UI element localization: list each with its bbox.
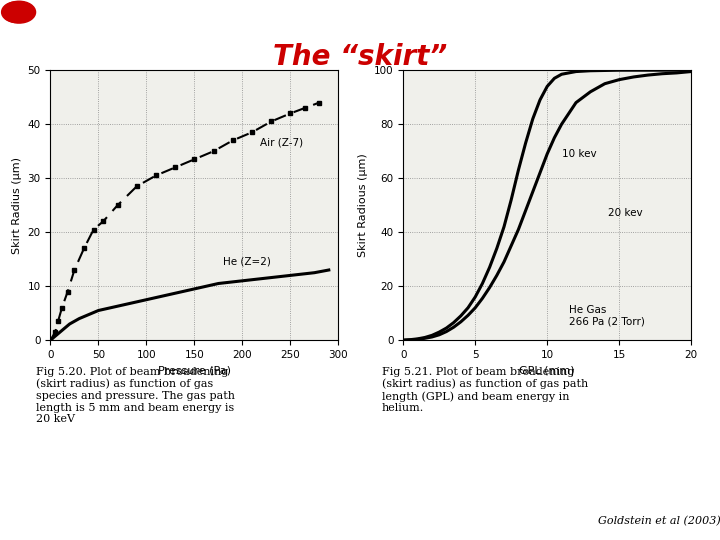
Text: Fig 5.20. Plot of beam broadening
(skirt radius) as function of gas
species and : Fig 5.20. Plot of beam broadening (skirt… — [36, 367, 235, 424]
Text: Air (Z-7): Air (Z-7) — [260, 138, 303, 148]
Text: 20 kev: 20 kev — [608, 208, 642, 218]
Y-axis label: Skirt Radious (µm): Skirt Radious (µm) — [359, 153, 369, 257]
Text: Fig 5.21. Plot of beam broadening
(skirt radius) as function of gas path
length : Fig 5.21. Plot of beam broadening (skirt… — [382, 367, 588, 413]
Ellipse shape — [3, 1, 35, 23]
Text: 10 kev: 10 kev — [562, 148, 596, 159]
Text: The “skirt”: The “skirt” — [273, 43, 447, 71]
Text: Goldstein et al (2003): Goldstein et al (2003) — [598, 516, 720, 526]
Text: He (Z=2): He (Z=2) — [223, 256, 271, 267]
X-axis label: Pressure (Pa): Pressure (Pa) — [158, 366, 231, 375]
X-axis label: GPL (mm): GPL (mm) — [519, 366, 575, 375]
Text: UW-Madison Geology  777: UW-Madison Geology 777 — [44, 7, 198, 17]
Ellipse shape — [1, 2, 31, 23]
Y-axis label: Skirt Radius (µm): Skirt Radius (µm) — [12, 157, 22, 254]
Text: He Gas
266 Pa (2 Torr): He Gas 266 Pa (2 Torr) — [569, 305, 644, 327]
